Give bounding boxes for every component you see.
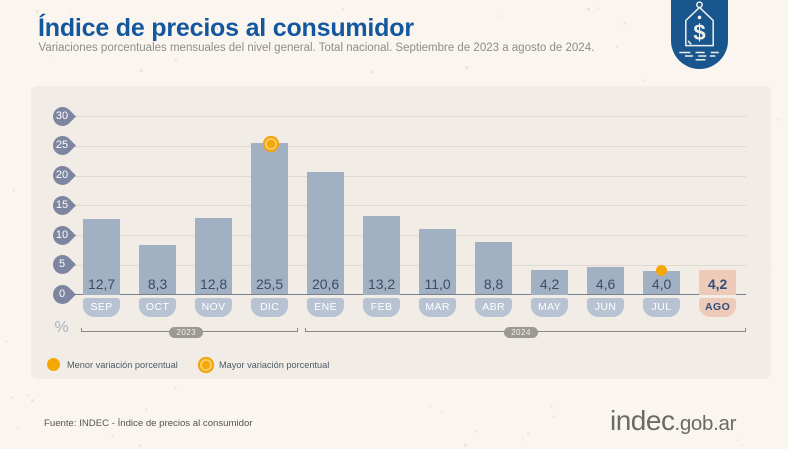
svg-text:$: $ <box>693 20 705 45</box>
